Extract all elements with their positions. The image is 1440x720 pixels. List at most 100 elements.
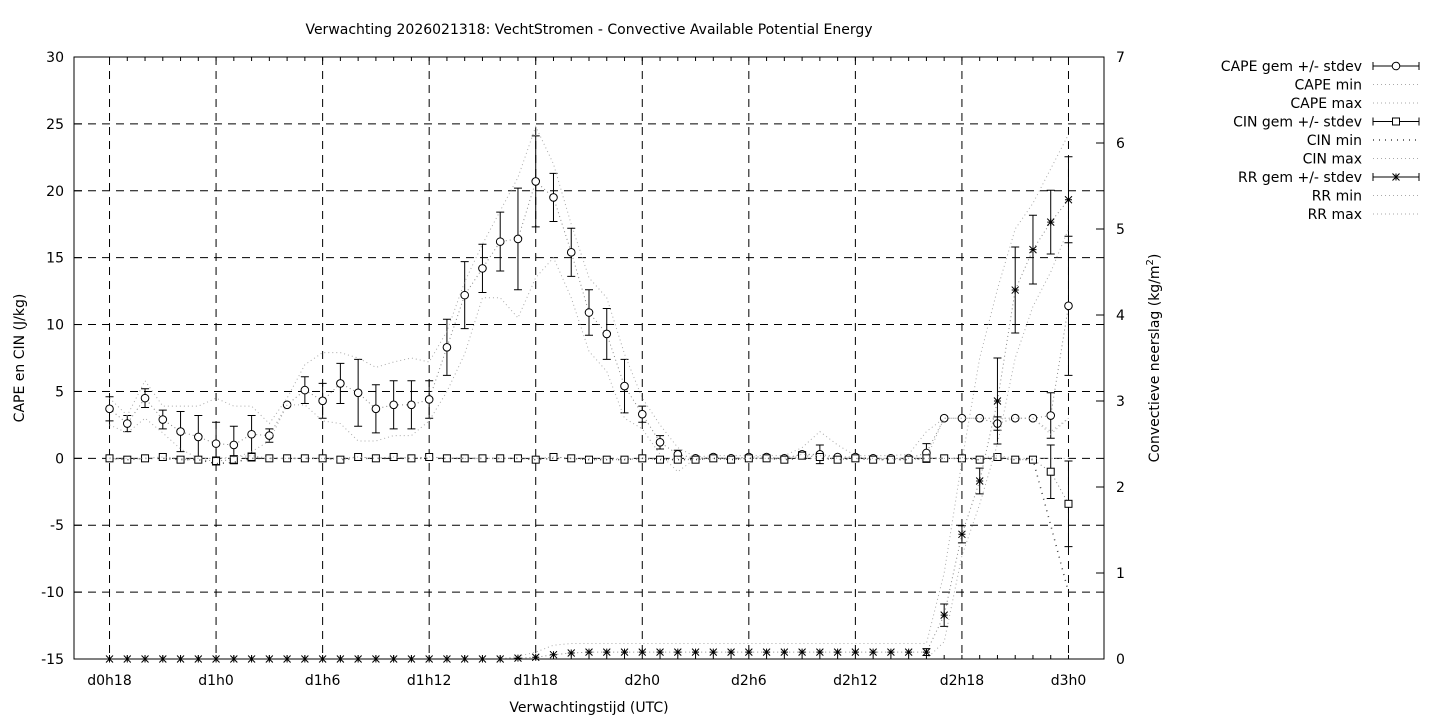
y2-label-main: Convectieve neerslag (kg/m [1147,265,1163,462]
x-tick-label: d0h18 [87,673,131,689]
legend-label: RR min [1312,189,1362,205]
data-point [140,393,150,403]
data-point [460,454,469,463]
data-point [744,648,753,656]
data-point [513,234,523,244]
y-tick-label: 0 [55,451,64,467]
x-tick-label: d1h12 [407,673,451,689]
data-point [939,413,949,423]
y-tick-label: 30 [46,50,64,66]
legend-label: CAPE min [1295,78,1363,94]
data-point [655,437,665,447]
data-point [602,329,612,339]
data-point [211,439,221,448]
data-point [282,400,292,410]
data-point [904,648,913,656]
data-point [424,395,434,404]
data-point [780,648,789,656]
axes: -15 -10 -5 0 5 10 15 20 25 30 0 1 2 3 4 5 6 7 d0h18 d1h0 d1h… [41,50,1125,689]
data-point [940,611,949,619]
series-cin-max [109,453,1069,459]
data-point [1010,413,1020,423]
y2-tick-label: 6 [1116,136,1125,152]
data-point [1046,411,1056,420]
data-point [975,455,984,464]
grid [74,57,1104,659]
data-point [833,648,842,656]
data-point [585,648,593,656]
data-point [549,193,558,202]
y2-axis-label: Convectieve neerslag (kg/m2) [1145,254,1163,463]
y2-tick-label: 2 [1116,480,1125,496]
data-point [762,648,771,656]
data-point [353,388,363,398]
data-point [691,455,700,464]
data-point [851,648,860,656]
data-point [993,452,1002,461]
x-tick-label: d1h18 [513,673,557,689]
data-point [620,381,629,391]
data-point [1029,245,1037,254]
data-point [442,342,452,352]
data-point [247,429,256,439]
data-point [1064,499,1073,508]
data-point [656,648,664,656]
y2-label-sup: 2 [1145,259,1156,265]
legend-label: CAPE gem +/- stdev [1221,59,1362,75]
data-point [300,385,310,395]
legend-marker [1392,117,1400,126]
y-tick-label: 10 [46,318,64,334]
legend-label: RR gem +/- stdev [1238,170,1362,186]
data-point [798,451,807,460]
data-point [460,290,469,300]
data-point [407,400,416,410]
series-cin-min [109,457,1070,593]
series-line [109,453,1069,459]
y-axis-label: CAPE en CIN (J/kg) [12,294,28,423]
y2-tick-label: 4 [1116,308,1125,324]
y2-tick-label: 1 [1116,566,1125,582]
x-tick-label: d3h0 [1051,673,1087,689]
data-point [318,396,327,406]
legend-marker [1392,173,1400,181]
plot-frame [73,56,1105,660]
y-tick-label: 5 [55,384,64,400]
data-point [584,308,594,317]
data-point [176,455,185,464]
legend-label: CIN max [1303,152,1362,168]
data-point [531,177,541,186]
data-point [478,264,487,273]
data-point [371,404,381,414]
series-line [109,199,1069,660]
data-point [762,454,771,463]
data-point [176,427,185,436]
data-point [566,248,576,257]
y2-label-end: ) [1147,254,1163,259]
data-point [1011,286,1020,294]
series-line [109,125,1069,458]
data-point [815,452,824,461]
y2-tick-label: 5 [1116,222,1125,238]
data-point [673,648,682,656]
chart-title: Verwachting 2026021318: VechtStromen - C… [305,22,872,38]
series-line [109,256,1069,473]
data-point [958,530,966,539]
data-point [495,237,505,246]
data-point [212,457,221,466]
y2-tick-label: 3 [1116,394,1125,410]
data-point [158,415,168,424]
series-cape-max [109,125,1069,458]
legend-label: CIN min [1307,133,1362,149]
series-cin-gem-stdev [105,444,1073,548]
data-point [105,404,114,414]
y-tick-label: 25 [46,117,64,133]
legend-label: CIN gem +/- stdev [1233,115,1362,131]
data-point [1046,218,1055,226]
x-tick-label: d2h18 [940,673,984,689]
data-point [975,413,984,423]
data-point [549,650,558,659]
data-point [993,397,1002,405]
data-point [531,455,540,464]
data-point [1064,301,1073,311]
x-tick-label: d2h0 [624,673,660,689]
